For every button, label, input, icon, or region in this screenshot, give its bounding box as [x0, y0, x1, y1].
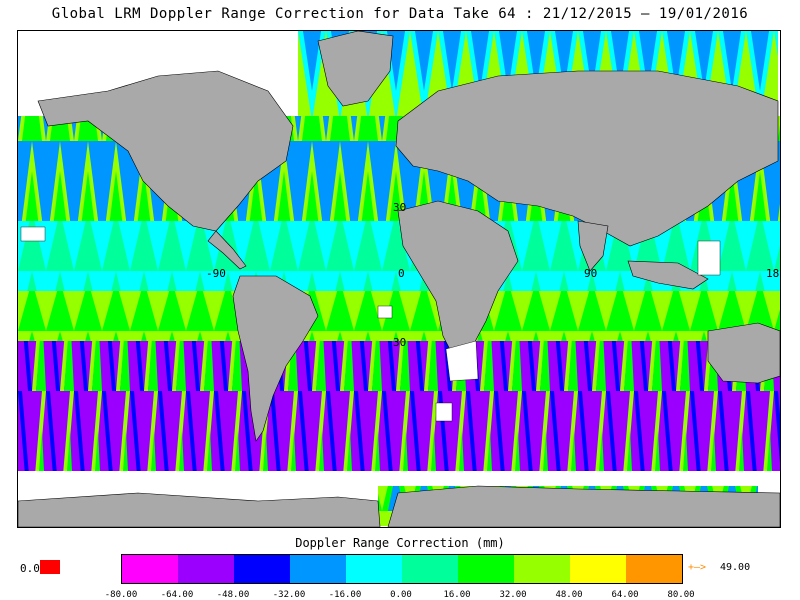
colorbar-segment	[178, 555, 234, 583]
colorbar-tick-label: 48.00	[555, 590, 583, 600]
over-range-arrow: +–>	[688, 562, 707, 573]
colorbar-segment	[402, 555, 458, 583]
colorbar	[121, 554, 683, 584]
colorbar-tick-label: 16.00	[443, 590, 471, 600]
colorbar-tick-label: -48.00	[216, 590, 250, 600]
colorbar-segment	[458, 555, 514, 583]
lat-label-30s: 30	[393, 336, 406, 349]
colorbar-tick-label: 0.00	[390, 590, 412, 600]
colorbar-tick-label: -16.00	[328, 590, 362, 600]
lat-label-30n: 30	[393, 201, 406, 214]
colorbar-tick-label: 32.00	[499, 590, 527, 600]
colorbar-segment	[626, 555, 682, 583]
world-map: -90 0 90 180 30 30	[17, 30, 781, 528]
legend-title: Doppler Range Correction (mm)	[295, 536, 505, 550]
colorbar-tick-label: 64.00	[611, 590, 639, 600]
lon-label-neg90: -90	[206, 267, 226, 280]
colorbar-tick-label: -80.00	[104, 590, 138, 600]
colorbar-segment	[514, 555, 570, 583]
lon-label-90: 90	[584, 267, 597, 280]
lon-label-180: 180	[766, 267, 780, 280]
over-range-value: 49.00	[720, 562, 751, 573]
colorbar-segment	[122, 555, 178, 583]
land-masses	[18, 31, 780, 527]
band-south-mid	[18, 341, 780, 471]
band-south-tropics	[18, 291, 780, 341]
no-data-patches	[20, 226, 721, 422]
zero-swatch	[40, 560, 60, 574]
colorbar-tick-label: -64.00	[160, 590, 194, 600]
map-title: Global LRM Doppler Range Correction for …	[51, 6, 749, 22]
colorbar-segment	[290, 555, 346, 583]
colorbar-segment	[570, 555, 626, 583]
colorbar-segment	[346, 555, 402, 583]
colorbar-tick-label: -32.00	[272, 590, 306, 600]
colorbar-segment	[234, 555, 290, 583]
colorbar-tick-label: 80.00	[667, 590, 695, 600]
zero-label: 0.0	[20, 562, 40, 575]
map-canvas: -90 0 90 180 30 30	[18, 31, 780, 527]
lon-label-0: 0	[398, 267, 405, 280]
